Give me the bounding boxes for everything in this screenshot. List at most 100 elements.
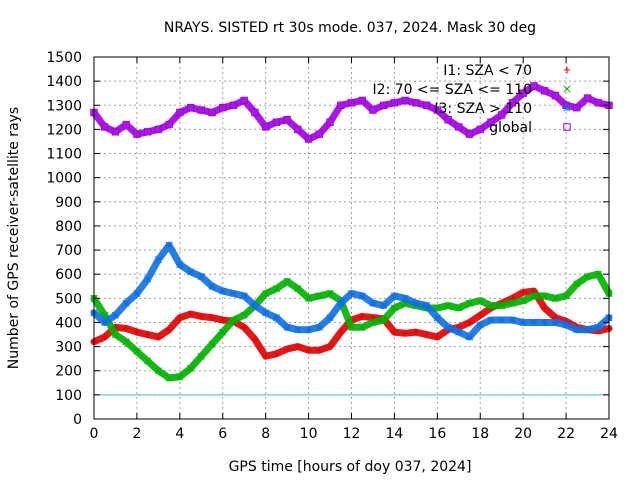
data-point: [251, 336, 259, 343]
data-point: [283, 345, 291, 353]
data-point: [197, 273, 205, 281]
data-point: [305, 294, 313, 302]
data-point: [337, 101, 345, 109]
data-point: [380, 302, 388, 310]
data-point: [261, 123, 270, 131]
data-point: [455, 123, 463, 131]
data-point: [337, 328, 344, 336]
data-point: [272, 118, 281, 126]
y-tick-label: 1400: [46, 74, 82, 90]
data-point: [187, 364, 195, 372]
x-tick-label: 14: [386, 426, 404, 442]
data-point: [594, 270, 602, 278]
data-point: [519, 297, 527, 305]
data-point: [583, 273, 592, 281]
x-tick-label: 22: [557, 426, 575, 442]
data-point: [551, 294, 559, 302]
y-tick-label: 1000: [46, 171, 82, 187]
legend-label: global: [489, 120, 532, 136]
x-tick-label: 16: [428, 426, 446, 442]
data-point: [412, 299, 420, 307]
data-point: [412, 328, 420, 336]
data-point: [422, 101, 431, 109]
data-point: [390, 304, 398, 312]
data-point: [219, 103, 227, 112]
data-point: [229, 289, 238, 298]
data-point: [144, 331, 151, 338]
data-point: [208, 108, 216, 117]
data-point: [487, 118, 495, 126]
data-point: [476, 321, 484, 329]
data-point: [197, 106, 205, 114]
data-point: [401, 330, 409, 337]
data-point: [143, 128, 152, 136]
data-point: [111, 311, 120, 319]
data-point: [133, 347, 141, 355]
x-tick-label: 6: [218, 426, 227, 442]
data-point: [508, 99, 517, 107]
data-point: [519, 318, 527, 327]
x-tick-label: 4: [175, 426, 184, 442]
x-axis-label: GPS time [hours of doy 037, 2024]: [229, 459, 472, 475]
data-point: [551, 318, 559, 327]
legend-marker: [563, 85, 571, 93]
data-point: [122, 120, 130, 129]
data-point: [508, 299, 516, 307]
data-point: [444, 302, 452, 310]
data-point: [466, 319, 473, 326]
data-point: [294, 343, 302, 350]
data-point: [390, 99, 399, 107]
data-point: [476, 125, 484, 134]
data-point: [294, 285, 302, 293]
data-point: [208, 340, 216, 348]
x-tick-label: 0: [90, 426, 99, 442]
data-point: [208, 282, 216, 290]
data-point: [165, 374, 173, 382]
data-point: [165, 241, 173, 249]
data-point: [305, 326, 313, 334]
data-point: [433, 106, 442, 114]
data-point: [154, 256, 162, 264]
data-point: [337, 299, 345, 307]
x-tick-label: 24: [600, 426, 618, 442]
data-point: [530, 318, 538, 327]
data-point: [219, 316, 226, 324]
legend-marker: [563, 123, 571, 131]
y-tick-label: 100: [55, 388, 82, 404]
x-tick-label: 18: [471, 426, 489, 442]
data-point: [283, 323, 291, 331]
data-point: [358, 292, 366, 300]
data-point: [240, 292, 248, 300]
data-point: [304, 135, 313, 143]
data-point: [347, 99, 356, 107]
series-line: [90, 82, 613, 143]
data-point: [294, 326, 302, 334]
legend-label: I2: 70 <= SZA <= 110: [372, 82, 532, 98]
y-tick-label: 800: [55, 219, 82, 235]
data-point: [272, 285, 280, 293]
data-point: [519, 89, 527, 97]
data-point: [423, 302, 431, 310]
data-point: [379, 101, 388, 109]
data-point: [208, 314, 216, 321]
chart-title: NRAYS. SISTED rt 30s mode. 037, 2024. Ma…: [164, 20, 536, 36]
series-3: [90, 82, 613, 143]
data-point: [315, 323, 323, 331]
data-point: [358, 323, 366, 331]
data-point: [326, 289, 334, 298]
data-point: [583, 94, 592, 102]
y-axis-label: Number of GPS receiver-satellite rays: [6, 107, 22, 369]
data-point: [498, 111, 506, 119]
data-point: [122, 338, 130, 346]
data-point: [347, 323, 356, 331]
x-tick-label: 10: [300, 426, 318, 442]
data-point: [186, 103, 195, 112]
data-point: [487, 302, 495, 310]
data-point: [219, 328, 227, 336]
x-tick-label: 12: [343, 426, 361, 442]
data-point: [133, 289, 141, 298]
data-point: [573, 280, 581, 288]
data-point: [519, 289, 527, 296]
data-point: [176, 108, 184, 117]
